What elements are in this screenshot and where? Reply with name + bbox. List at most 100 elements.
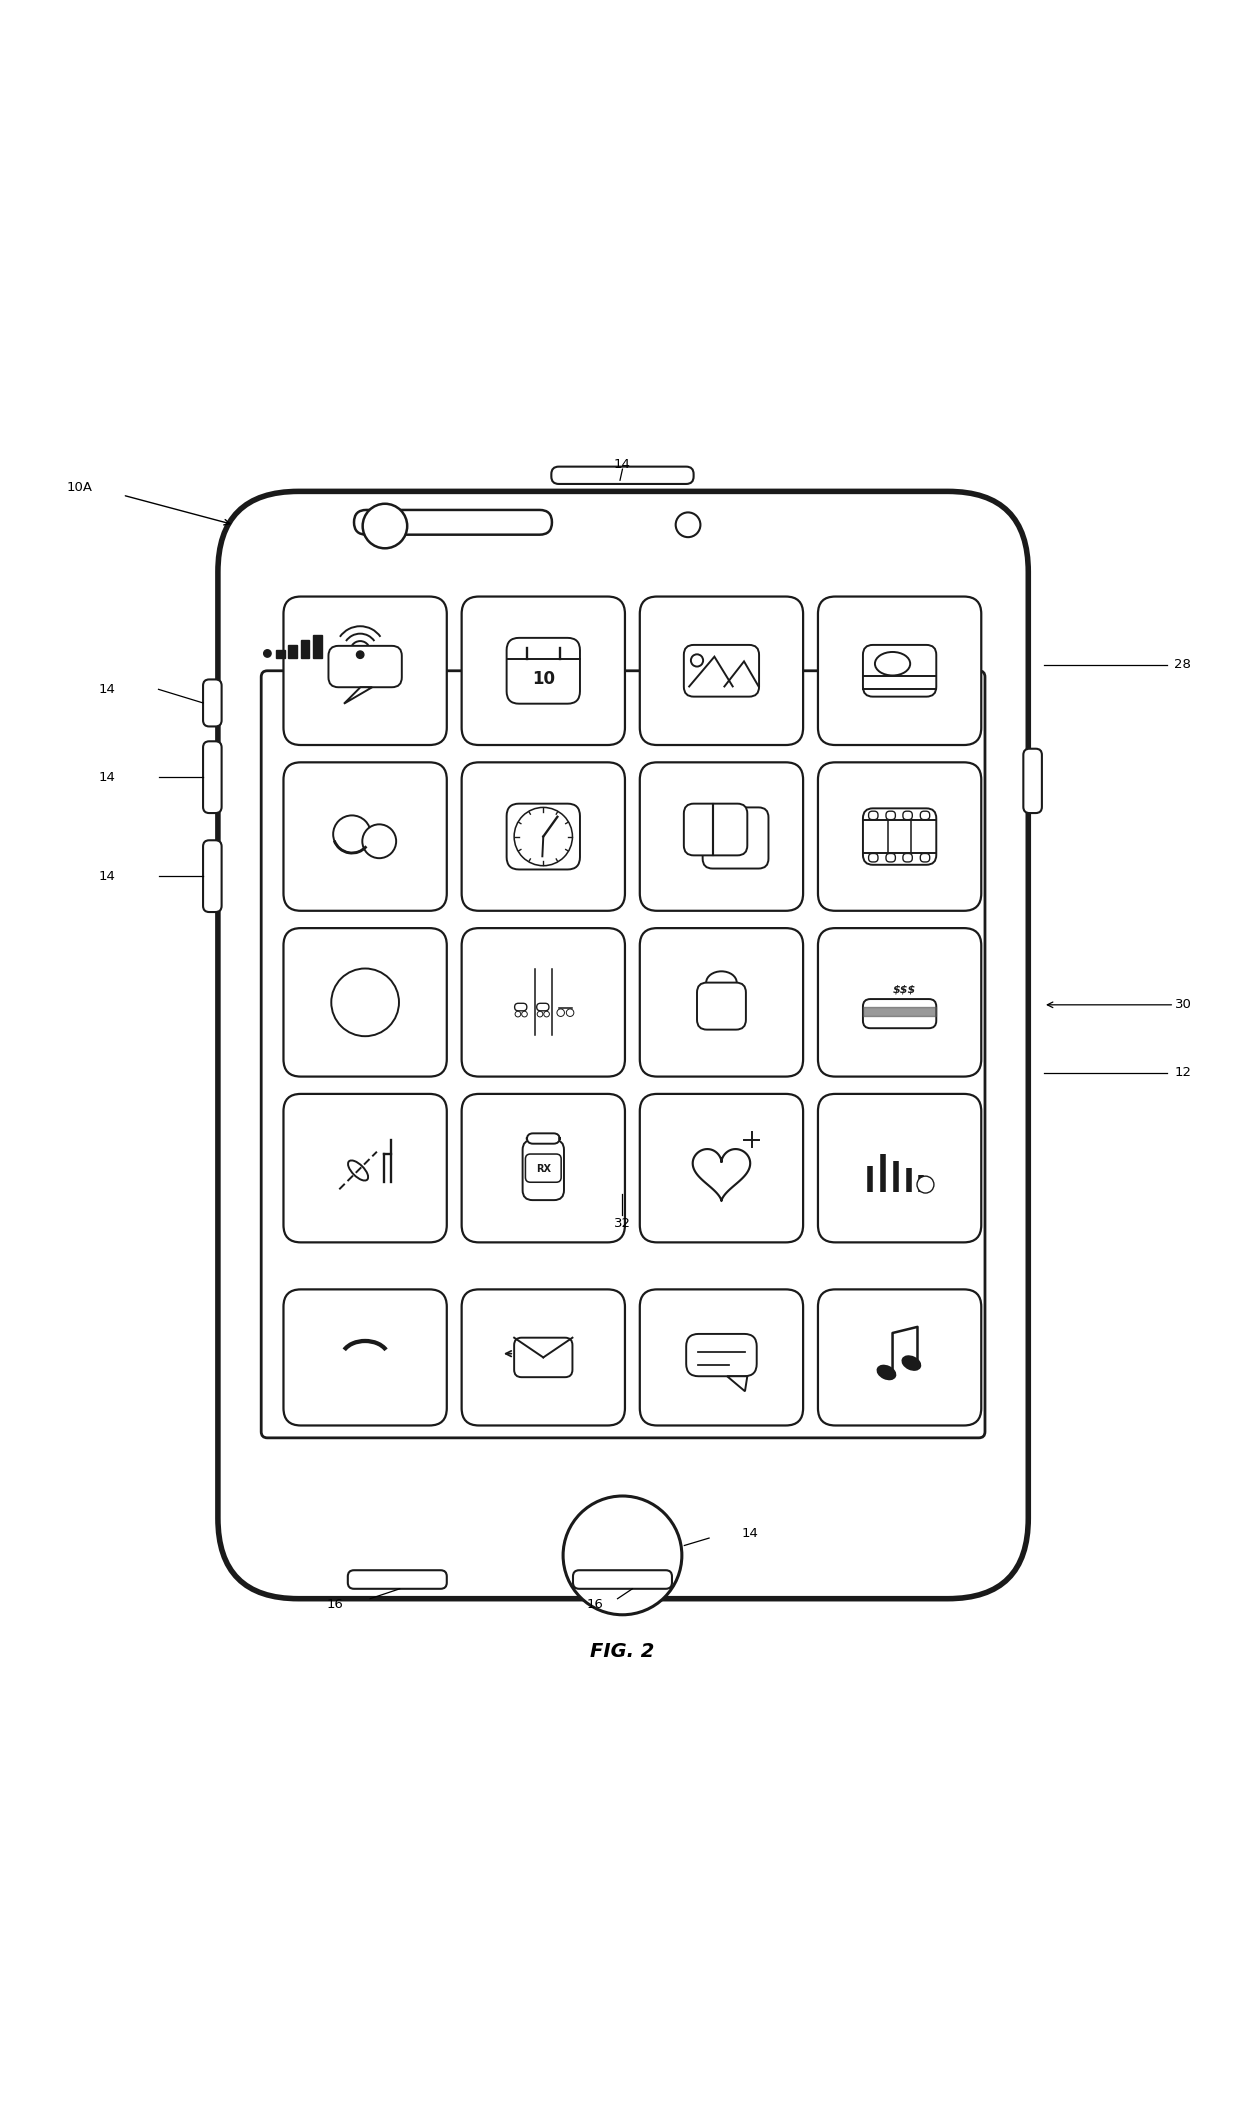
Bar [314, 634, 322, 658]
Circle shape [691, 653, 703, 666]
FancyBboxPatch shape [461, 1290, 625, 1425]
FancyBboxPatch shape [262, 670, 985, 1438]
Text: 30: 30 [1174, 999, 1192, 1012]
Text: 28: 28 [1174, 658, 1192, 670]
FancyBboxPatch shape [284, 761, 446, 910]
Text: $$$: $$$ [893, 984, 916, 995]
Circle shape [351, 988, 379, 1016]
FancyBboxPatch shape [552, 467, 693, 484]
Circle shape [918, 1177, 934, 1192]
FancyBboxPatch shape [868, 853, 878, 861]
Ellipse shape [875, 651, 910, 674]
FancyBboxPatch shape [920, 853, 930, 861]
Bar [289, 645, 298, 658]
FancyBboxPatch shape [640, 929, 804, 1077]
FancyBboxPatch shape [203, 679, 222, 728]
FancyBboxPatch shape [703, 808, 769, 867]
FancyBboxPatch shape [885, 810, 895, 819]
Circle shape [515, 808, 573, 865]
FancyBboxPatch shape [507, 638, 580, 704]
Text: 14: 14 [98, 870, 115, 882]
FancyBboxPatch shape [818, 596, 981, 744]
Ellipse shape [878, 1366, 895, 1379]
FancyBboxPatch shape [537, 1003, 549, 1012]
Ellipse shape [903, 1355, 920, 1370]
FancyBboxPatch shape [284, 929, 446, 1077]
FancyBboxPatch shape [818, 1094, 981, 1243]
FancyBboxPatch shape [1023, 749, 1042, 812]
FancyBboxPatch shape [526, 1154, 562, 1181]
Text: 14: 14 [614, 458, 631, 471]
FancyBboxPatch shape [863, 999, 936, 1029]
FancyBboxPatch shape [515, 1003, 527, 1012]
Circle shape [362, 825, 396, 859]
FancyBboxPatch shape [522, 1139, 564, 1200]
FancyBboxPatch shape [868, 810, 878, 819]
Ellipse shape [348, 1160, 368, 1181]
Text: RX: RX [536, 1164, 551, 1175]
FancyBboxPatch shape [640, 596, 804, 744]
FancyBboxPatch shape [461, 1094, 625, 1243]
FancyBboxPatch shape [863, 645, 936, 696]
FancyBboxPatch shape [573, 1570, 672, 1589]
FancyBboxPatch shape [284, 1094, 446, 1243]
FancyBboxPatch shape [683, 645, 759, 696]
Text: 32: 32 [614, 1217, 631, 1230]
Circle shape [334, 814, 371, 853]
Circle shape [356, 651, 363, 658]
FancyBboxPatch shape [203, 840, 222, 912]
FancyBboxPatch shape [203, 742, 222, 812]
Circle shape [544, 1012, 549, 1016]
FancyBboxPatch shape [920, 810, 930, 819]
FancyBboxPatch shape [347, 1570, 446, 1589]
Text: 16: 16 [327, 1599, 343, 1612]
Text: 14: 14 [98, 770, 115, 783]
FancyBboxPatch shape [903, 853, 913, 861]
FancyBboxPatch shape [353, 509, 552, 534]
FancyBboxPatch shape [507, 804, 580, 870]
Circle shape [537, 1012, 543, 1016]
FancyBboxPatch shape [218, 492, 1028, 1599]
FancyBboxPatch shape [515, 1338, 573, 1377]
FancyBboxPatch shape [527, 1133, 559, 1143]
Circle shape [515, 1012, 521, 1016]
FancyBboxPatch shape [818, 761, 981, 910]
Text: 12: 12 [1174, 1067, 1192, 1080]
FancyBboxPatch shape [686, 1334, 756, 1377]
Text: 10A: 10A [66, 481, 92, 494]
FancyBboxPatch shape [640, 1094, 804, 1243]
Circle shape [563, 1495, 682, 1614]
Text: 14: 14 [98, 683, 115, 696]
Polygon shape [343, 687, 372, 704]
Circle shape [676, 513, 701, 537]
FancyBboxPatch shape [903, 810, 913, 819]
FancyBboxPatch shape [683, 804, 748, 855]
FancyBboxPatch shape [329, 647, 402, 687]
FancyBboxPatch shape [284, 1290, 446, 1425]
Bar [277, 649, 285, 658]
FancyBboxPatch shape [284, 596, 446, 744]
FancyBboxPatch shape [640, 1290, 804, 1425]
Text: FIG. 2: FIG. 2 [590, 1642, 655, 1661]
Circle shape [331, 969, 399, 1037]
Circle shape [567, 1010, 574, 1016]
FancyBboxPatch shape [863, 808, 936, 865]
Text: 14: 14 [742, 1527, 759, 1540]
Circle shape [362, 505, 407, 549]
FancyBboxPatch shape [461, 929, 625, 1077]
Polygon shape [727, 1377, 748, 1391]
FancyBboxPatch shape [818, 929, 981, 1077]
Circle shape [522, 1012, 527, 1016]
Circle shape [557, 1010, 564, 1016]
Circle shape [341, 978, 389, 1027]
Bar [301, 641, 310, 658]
FancyBboxPatch shape [818, 1290, 981, 1425]
Text: 16: 16 [587, 1599, 604, 1612]
Circle shape [264, 649, 272, 658]
FancyBboxPatch shape [697, 982, 746, 1029]
FancyBboxPatch shape [640, 761, 804, 910]
FancyBboxPatch shape [461, 596, 625, 744]
Text: 10: 10 [532, 670, 554, 687]
FancyBboxPatch shape [885, 853, 895, 861]
FancyBboxPatch shape [461, 761, 625, 910]
